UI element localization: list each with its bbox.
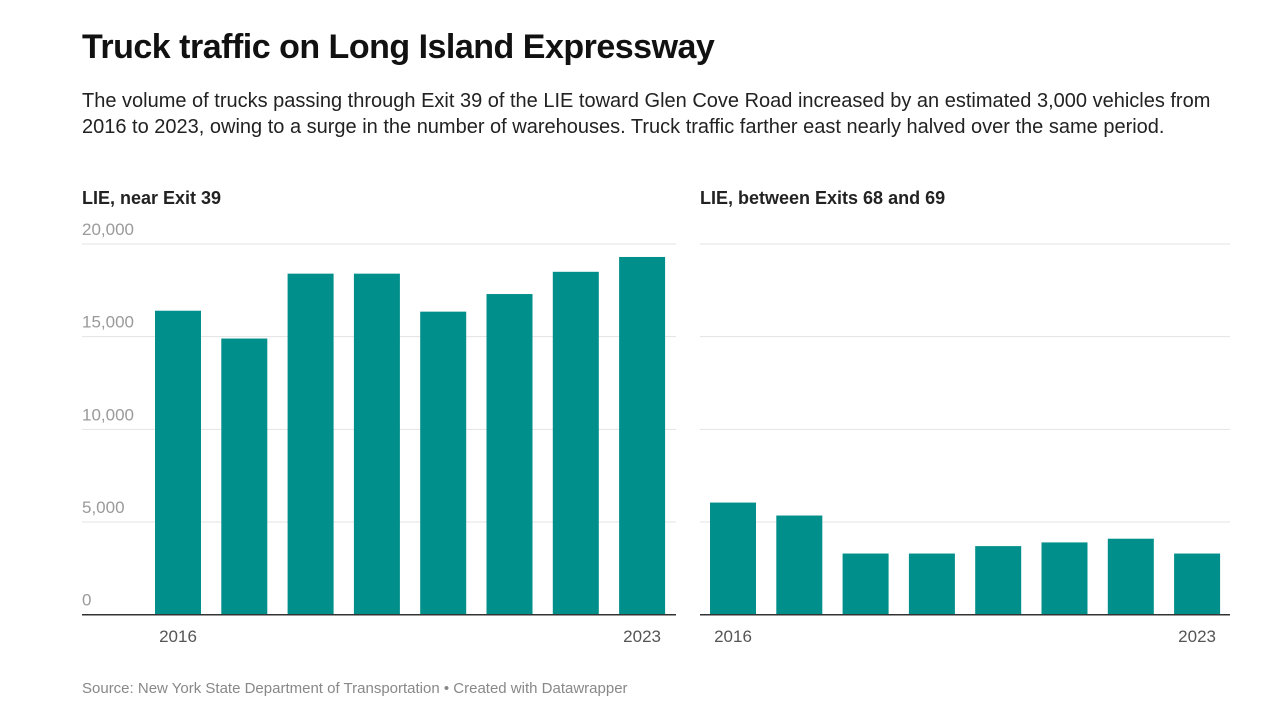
y-tick-label: 5,000 [82, 498, 125, 517]
chart-title: Truck traffic on Long Island Expressway [82, 28, 715, 66]
bar-2019 [353, 273, 400, 615]
x-tick-label: 2023 [1178, 627, 1216, 646]
bar-2022 [1107, 538, 1154, 615]
x-tick-label: 2016 [159, 627, 197, 646]
y-tick-label: 10,000 [82, 405, 134, 424]
bar-2018 [287, 273, 334, 615]
bar-2023 [1174, 553, 1221, 615]
bar-2016 [710, 502, 756, 615]
y-tick-label: 20,000 [82, 220, 134, 239]
bar-2023 [619, 256, 666, 615]
y-tick-label: 15,000 [82, 313, 134, 332]
x-tick-label: 2016 [714, 627, 752, 646]
bar-2021 [1041, 542, 1088, 615]
bar-2017 [776, 515, 823, 615]
source-note: Source: New York State Department of Tra… [82, 680, 628, 697]
bar-2016 [155, 310, 201, 615]
bar-2021 [486, 294, 533, 615]
bar-2020 [975, 546, 1022, 615]
chart-subtitle: The volume of trucks passing through Exi… [82, 90, 1211, 138]
bar-2019 [908, 553, 955, 615]
x-tick-label: 2023 [623, 627, 661, 646]
right-chart-title: LIE, between Exits 68 and 69 [700, 188, 946, 208]
bar-2018 [842, 553, 889, 615]
left-chart-title: LIE, near Exit 39 [82, 188, 222, 208]
bar-2020 [420, 311, 467, 615]
bar-2017 [221, 338, 268, 615]
y-tick-label: 0 [82, 591, 91, 610]
bar-2022 [552, 271, 599, 615]
